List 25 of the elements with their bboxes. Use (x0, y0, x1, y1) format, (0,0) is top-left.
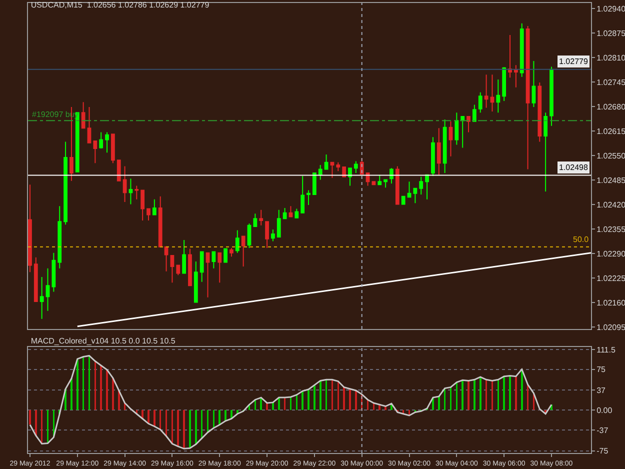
y-tick-label: -37 (596, 426, 609, 435)
y-tick-label: 1.02745 (596, 78, 625, 87)
y-tick-label: 1.02810 (596, 53, 625, 62)
y-tick-label: 37 (596, 386, 606, 395)
y-tick-label: 111.5 (596, 345, 616, 354)
y-tick-label: -75 (596, 446, 609, 456)
ref-line-label: 1.02498 (559, 163, 588, 172)
y-tick-label: 1.02875 (596, 28, 625, 38)
y-tick-label: 1.02290 (596, 249, 625, 258)
y-tick-label: 1.02420 (596, 200, 625, 210)
y-tick-label: 1.02225 (596, 274, 625, 283)
y-tick-label: 1.02550 (596, 151, 625, 160)
y-tick-label: 1.02680 (596, 102, 625, 112)
ref-line-label: 1.02779 (559, 57, 588, 66)
chart-title: MACD_Colored_v104 10.5 0.0 10.5 10.5 (30, 336, 176, 346)
y-tick-label: 1.02160 (596, 298, 625, 308)
annotation: 50.0 (573, 235, 590, 244)
chart-title: USDCAD,M15 1.02656 1.02786 1.02629 1.02779 (30, 0, 210, 10)
y-tick-label: 1.02095 (596, 322, 625, 332)
y-tick-label: 1.02355 (596, 224, 625, 234)
y-tick-label: 1.02485 (596, 176, 625, 185)
y-tick-label: 1.02615 (596, 126, 625, 136)
y-tick-label: 1.02940 (596, 4, 625, 14)
y-tick-label: 75 (596, 365, 606, 374)
y-tick-label: 0.00 (596, 406, 613, 415)
